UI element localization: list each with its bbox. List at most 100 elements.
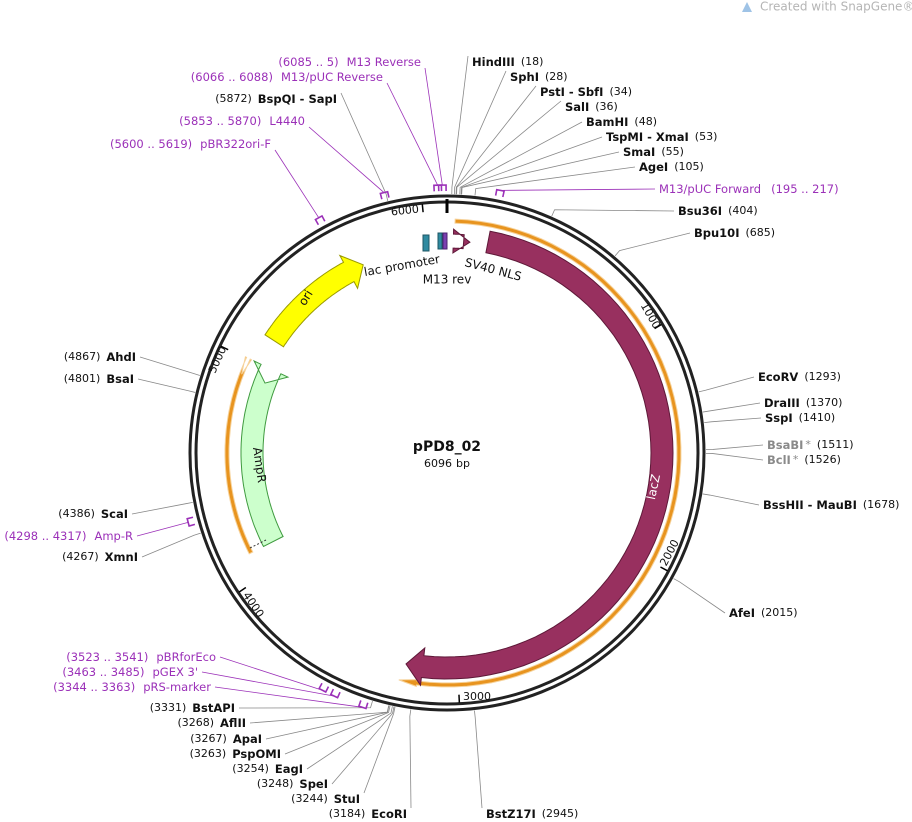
site-label: SmaI (55) bbox=[623, 145, 684, 159]
primer-marker bbox=[433, 184, 443, 192]
site-leader bbox=[265, 705, 390, 740]
site-position: (4386) bbox=[58, 507, 95, 520]
site-position: (3248) bbox=[257, 777, 294, 790]
site-name: EcoRV bbox=[758, 370, 798, 384]
watermark-text: Created with SnapGene® bbox=[760, 0, 912, 14]
primer-range: (6085 .. 5) bbox=[278, 55, 338, 69]
primer-marker bbox=[357, 700, 369, 710]
site-leader bbox=[551, 209, 675, 217]
primer-range: (3523 .. 3541) bbox=[66, 650, 148, 664]
tick-label: 5000 bbox=[206, 344, 229, 375]
tick-mark bbox=[654, 323, 662, 330]
site-name: HindIII bbox=[472, 55, 515, 69]
ampr-arrow bbox=[240, 359, 290, 548]
primer-leader bbox=[386, 82, 439, 186]
site-position: (404) bbox=[728, 204, 758, 217]
site-name: SpeI bbox=[299, 777, 328, 791]
site-leader bbox=[141, 532, 201, 558]
length-unit: bp bbox=[456, 457, 470, 470]
site-leader bbox=[409, 709, 412, 809]
dashed-mark bbox=[249, 539, 267, 549]
site-leader bbox=[456, 100, 562, 195]
primer-label: (4298 .. 4317) Amp-R bbox=[4, 529, 133, 543]
primer-range: (5600 .. 5619) bbox=[110, 137, 192, 151]
site-position: (1526) bbox=[804, 453, 841, 466]
site-note: * bbox=[793, 453, 799, 466]
site-label: SphI (28) bbox=[510, 70, 568, 84]
site-name: BssHII - MauBI bbox=[763, 498, 857, 512]
primer-label: (5600 .. 5619) pBR322ori-F bbox=[110, 137, 271, 151]
site-position: (4267) bbox=[62, 550, 99, 563]
site-name: BsaI bbox=[106, 372, 134, 386]
site-label: BclI * (1526) bbox=[767, 453, 841, 467]
site-name: ApaI bbox=[233, 732, 262, 746]
site-name: BamHI bbox=[586, 115, 628, 129]
site-leader bbox=[455, 85, 537, 195]
primer-leader bbox=[201, 671, 335, 697]
site-label: EcoRV (1293) bbox=[758, 370, 841, 384]
primer-leader bbox=[308, 126, 385, 193]
feature-label: M13 rev bbox=[423, 273, 472, 287]
site-name: AgeI bbox=[639, 160, 668, 174]
tick-mark bbox=[220, 345, 229, 351]
lacz-arrow bbox=[405, 230, 674, 687]
lac-promoter-box bbox=[422, 234, 430, 252]
site-position: (3244) bbox=[291, 792, 328, 805]
site-position: (53) bbox=[695, 130, 718, 143]
site-name: BclI bbox=[767, 453, 791, 467]
site-name: SphI bbox=[510, 70, 539, 84]
site-name: BstZ17I bbox=[486, 807, 536, 821]
site-leader bbox=[702, 493, 760, 506]
primer-marker bbox=[494, 188, 506, 198]
primer-name: pBRforEco bbox=[156, 650, 216, 664]
site-leader bbox=[451, 55, 469, 195]
site-leader bbox=[137, 378, 196, 393]
ori-arrow bbox=[264, 254, 364, 348]
site-label: AgeI (105) bbox=[639, 160, 704, 174]
site-name: SalI bbox=[565, 100, 589, 114]
site-leader bbox=[705, 453, 764, 461]
primer-name: pGEX 3' bbox=[153, 665, 199, 679]
site-label: AfeI (2015) bbox=[729, 606, 798, 620]
site-label: SspI (1410) bbox=[765, 411, 835, 425]
primer-name: M13/pUC Forward bbox=[659, 182, 761, 196]
orange-feature bbox=[224, 356, 254, 555]
primer-marker bbox=[318, 682, 330, 694]
site-label: PstI - SbfI (34) bbox=[540, 85, 632, 99]
site-position: (18) bbox=[521, 55, 544, 68]
site-leader bbox=[139, 356, 201, 376]
feature-label: lacZ bbox=[644, 473, 663, 501]
tick-label: 3000 bbox=[463, 690, 491, 703]
primer-label: (6066 .. 6088) M13/pUC Reverse bbox=[191, 70, 383, 84]
tick-label: 4000 bbox=[240, 589, 266, 619]
site-leader bbox=[331, 706, 395, 785]
site-label: (3263) PspOMI bbox=[190, 747, 281, 761]
plasmid-length: 6096 bp bbox=[424, 457, 470, 470]
site-leader bbox=[459, 121, 583, 195]
site-label: (3331) BstAPI bbox=[150, 701, 235, 715]
primer-marker bbox=[437, 184, 447, 192]
site-position: (2945) bbox=[542, 807, 579, 820]
primer-label: (3463 .. 3485) pGEX 3' bbox=[62, 665, 198, 679]
site-position: (1370) bbox=[806, 396, 843, 409]
site-leader bbox=[460, 136, 603, 195]
site-position: (1678) bbox=[863, 498, 900, 511]
primer-name: pRS-marker bbox=[143, 680, 211, 694]
site-name: EcoRI bbox=[371, 807, 407, 821]
site-name: StuI bbox=[334, 792, 360, 806]
site-name: Bpu10I bbox=[694, 226, 739, 240]
site-label: BstZ17I (2945) bbox=[486, 807, 578, 821]
primer-leader bbox=[219, 656, 323, 691]
feature-label: AmpR bbox=[250, 446, 269, 483]
primer-marker bbox=[186, 516, 196, 527]
site-position: (1511) bbox=[817, 438, 854, 451]
site-name: PstI - SbfI bbox=[540, 85, 603, 99]
tick-mark bbox=[660, 566, 668, 572]
site-position: (5872) bbox=[215, 92, 252, 105]
site-label: Bpu10I (685) bbox=[694, 226, 775, 240]
site-leader bbox=[249, 705, 390, 724]
site-leader bbox=[306, 706, 393, 770]
site-name: TspMI - XmaI bbox=[606, 130, 689, 144]
primer-leader bbox=[500, 188, 656, 191]
